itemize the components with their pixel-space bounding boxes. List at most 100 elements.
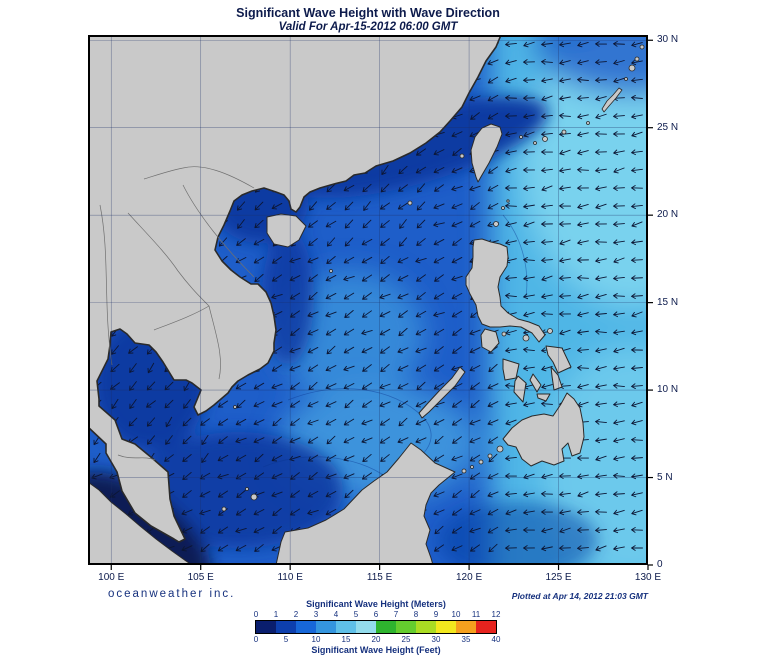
wave-direction-arrow (452, 490, 462, 498)
feet-tick-label: 25 (401, 635, 411, 644)
wave-direction-arrow (595, 418, 607, 425)
wave-direction-arrow (541, 401, 553, 407)
wave-direction-arrow (452, 328, 462, 336)
wave-direction-arrow (631, 329, 643, 336)
wave-direction-arrow (399, 219, 407, 229)
wave-direction-arrow (613, 185, 625, 191)
plotted-timestamp: Plotted at Apr 14, 2012 21:03 GMT (511, 591, 648, 601)
land-borneo (275, 442, 456, 565)
wave-direction-arrow (434, 346, 444, 354)
wave-direction-arrow (523, 203, 535, 210)
wave-direction-arrow (451, 203, 463, 210)
lon-axis-label: 130 E (634, 572, 662, 583)
wave-direction-arrow (577, 59, 589, 66)
wave-direction-arrow (631, 383, 643, 389)
wave-direction-arrow (128, 346, 138, 354)
wave-direction-arrow (416, 148, 426, 156)
wave-direction-arrow (577, 95, 589, 101)
wave-direction-arrow (379, 328, 391, 336)
legend-color-segment (336, 621, 356, 633)
wave-direction-arrow (613, 509, 625, 516)
wave-direction-arrow (433, 221, 445, 228)
wave-direction-arrow (182, 490, 192, 498)
wave-direction-arrow (470, 489, 480, 499)
wave-direction-arrow (469, 419, 481, 426)
wave-direction-arrow (433, 167, 445, 174)
land-hainan (266, 213, 307, 248)
wave-direction-arrow (523, 545, 535, 551)
wave-direction-arrow (595, 167, 607, 174)
wave-direction-arrow (505, 275, 517, 281)
wave-direction-arrow (325, 328, 337, 336)
legend-color-segment (396, 621, 416, 633)
wave-direction-arrow (434, 435, 444, 445)
meters-tick-label: 2 (293, 610, 299, 619)
wave-direction-arrow (344, 201, 354, 211)
wave-direction-arrow (361, 238, 373, 246)
meters-tick-label: 1 (273, 610, 279, 619)
wave-direction-arrow (451, 526, 463, 534)
wave-direction-arrow (523, 275, 535, 282)
wave-direction-arrow (253, 256, 265, 264)
wave-direction-arrow (397, 347, 409, 354)
wave-direction-arrow (631, 347, 643, 353)
wave-direction-arrow (613, 527, 625, 534)
meters-tick-label: 10 (451, 610, 461, 619)
wave-direction-arrow (361, 419, 373, 426)
wave-direction-arrow (379, 311, 391, 318)
wave-direction-arrow (433, 292, 445, 300)
wave-direction-arrow (380, 363, 390, 373)
wave-direction-arrow (326, 237, 336, 247)
wave-direction-arrow (380, 454, 390, 462)
wave-direction-arrow (397, 437, 409, 444)
wave-direction-arrow (343, 184, 355, 192)
island-dot (478, 459, 484, 465)
wave-direction-arrow (235, 418, 247, 426)
wave-direction-arrow (595, 203, 607, 210)
wave-direction-arrow (469, 365, 481, 372)
wave-direction-arrow (272, 256, 282, 264)
wave-direction-arrow (505, 455, 517, 462)
wave-direction-arrow (577, 311, 589, 318)
wave-direction-arrow (595, 527, 607, 533)
wave-direction-arrow (595, 77, 607, 83)
wave-direction-arrow (613, 419, 625, 426)
wave-direction-arrow (559, 491, 571, 498)
wave-direction-arrow (272, 436, 282, 444)
wave-direction-arrow (559, 311, 571, 317)
wave-direction-arrow (595, 41, 607, 47)
wave-direction-arrow (380, 220, 390, 228)
wave-direction-arrow (613, 41, 625, 47)
wave-direction-arrow (361, 274, 373, 282)
wave-direction-arrow (164, 381, 174, 391)
legend-color-segment (296, 621, 316, 633)
wave-direction-arrow (505, 167, 517, 174)
wave-direction-arrow (559, 41, 571, 48)
chart-title: Significant Wave Height with Wave Direct… (236, 6, 500, 20)
island-dot (245, 487, 249, 491)
wave-direction-arrow (541, 239, 553, 245)
chart-header: Significant Wave Height with Wave Direct… (88, 6, 648, 33)
wave-direction-arrow (415, 419, 427, 426)
wave-direction-arrow (325, 220, 337, 228)
wave-direction-arrow (505, 509, 517, 516)
wave-direction-arrow (379, 293, 391, 300)
wave-direction-arrow (290, 490, 300, 498)
wave-direction-arrow (343, 256, 355, 264)
chart-subtitle: Valid For Apr-15-2012 06:00 GMT (278, 21, 458, 33)
wave-direction-arrow (362, 453, 372, 463)
wave-direction-arrow (631, 113, 643, 120)
wave-direction-arrow (487, 401, 499, 408)
wave-direction-arrow (379, 436, 391, 444)
island-dot (250, 493, 258, 501)
wave-direction-arrow (577, 239, 589, 246)
wave-direction-arrow (613, 59, 625, 66)
wave-direction-arrow (434, 184, 444, 192)
island-dot (487, 453, 493, 459)
feet-tick-label: 0 (253, 635, 259, 644)
wave-direction-arrow (523, 491, 535, 498)
wave-direction-arrow (361, 437, 373, 444)
island-dot (493, 221, 499, 227)
wave-direction-arrow (577, 545, 589, 551)
wave-direction-arrow (271, 364, 283, 372)
